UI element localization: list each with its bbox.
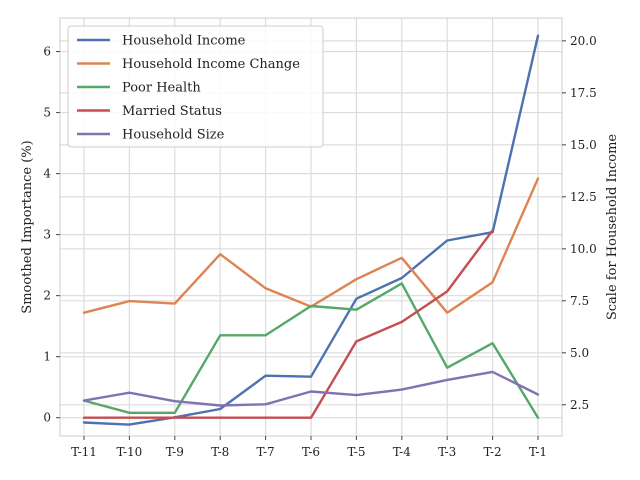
x-tick-label: T-11 — [71, 445, 97, 459]
y-axis-label-right: Scale for Household Income — [605, 134, 620, 321]
series-line-household-income — [82, 34, 540, 426]
y-tick-label-right: 20.0 — [570, 34, 597, 48]
x-tick-label: T-8 — [211, 445, 229, 459]
y-tick-label-right: 12.5 — [570, 190, 597, 204]
y-tick-label-left: 4 — [43, 167, 51, 181]
y-tick-label-left: 2 — [43, 289, 51, 303]
legend-label: Household Size — [122, 128, 225, 143]
legend-label: Household Income Change — [122, 57, 300, 72]
x-tick-label: T-7 — [257, 445, 275, 459]
x-tick-label: T-4 — [393, 445, 412, 459]
y-tick-label-right: 2.5 — [570, 398, 589, 412]
x-tick-label: T-10 — [117, 445, 143, 459]
plot-lines — [82, 34, 540, 426]
tick-labels: T-11 T-10 T-9 T-8 T-7 T-6 T-5 T-4 T-3 T-2 T-101234… — [43, 34, 596, 459]
y-tick-label-left: 3 — [43, 228, 51, 242]
y-tick-label-left: 6 — [43, 45, 51, 59]
y-tick-label-right: 5.0 — [570, 346, 589, 360]
y-tick-label-right: 10.0 — [570, 242, 597, 256]
y-tick-label-right: 15.0 — [570, 138, 597, 152]
y-tick-label-right: 17.5 — [570, 86, 597, 100]
y-tick-label-left: 5 — [43, 106, 51, 120]
x-tick-label: T-2 — [484, 445, 502, 459]
legend-label: Household Income — [122, 34, 246, 49]
y-axis-label-left: Smoothed Importance (%) — [20, 140, 35, 313]
y-tick-label-right: 7.5 — [570, 294, 589, 308]
series-line-poor-health — [82, 282, 540, 419]
legend-box — [67, 25, 324, 148]
x-tick-label: T-3 — [438, 445, 456, 459]
x-tick-label: T-9 — [166, 445, 184, 459]
y-tick-label-left: 1 — [43, 350, 51, 364]
legend-label: Poor Health — [122, 81, 201, 96]
series-line-married-status — [82, 229, 494, 419]
series-line-household-size — [82, 370, 540, 407]
x-tick-label: T-5 — [347, 445, 365, 459]
legend-label: Married Status — [122, 104, 222, 119]
x-tick-label: T-1 — [529, 445, 547, 459]
x-tick-label: T-6 — [302, 445, 320, 459]
y-tick-label-left: 0 — [43, 411, 51, 425]
legend: Household Income Household Income Change P… — [67, 25, 324, 148]
